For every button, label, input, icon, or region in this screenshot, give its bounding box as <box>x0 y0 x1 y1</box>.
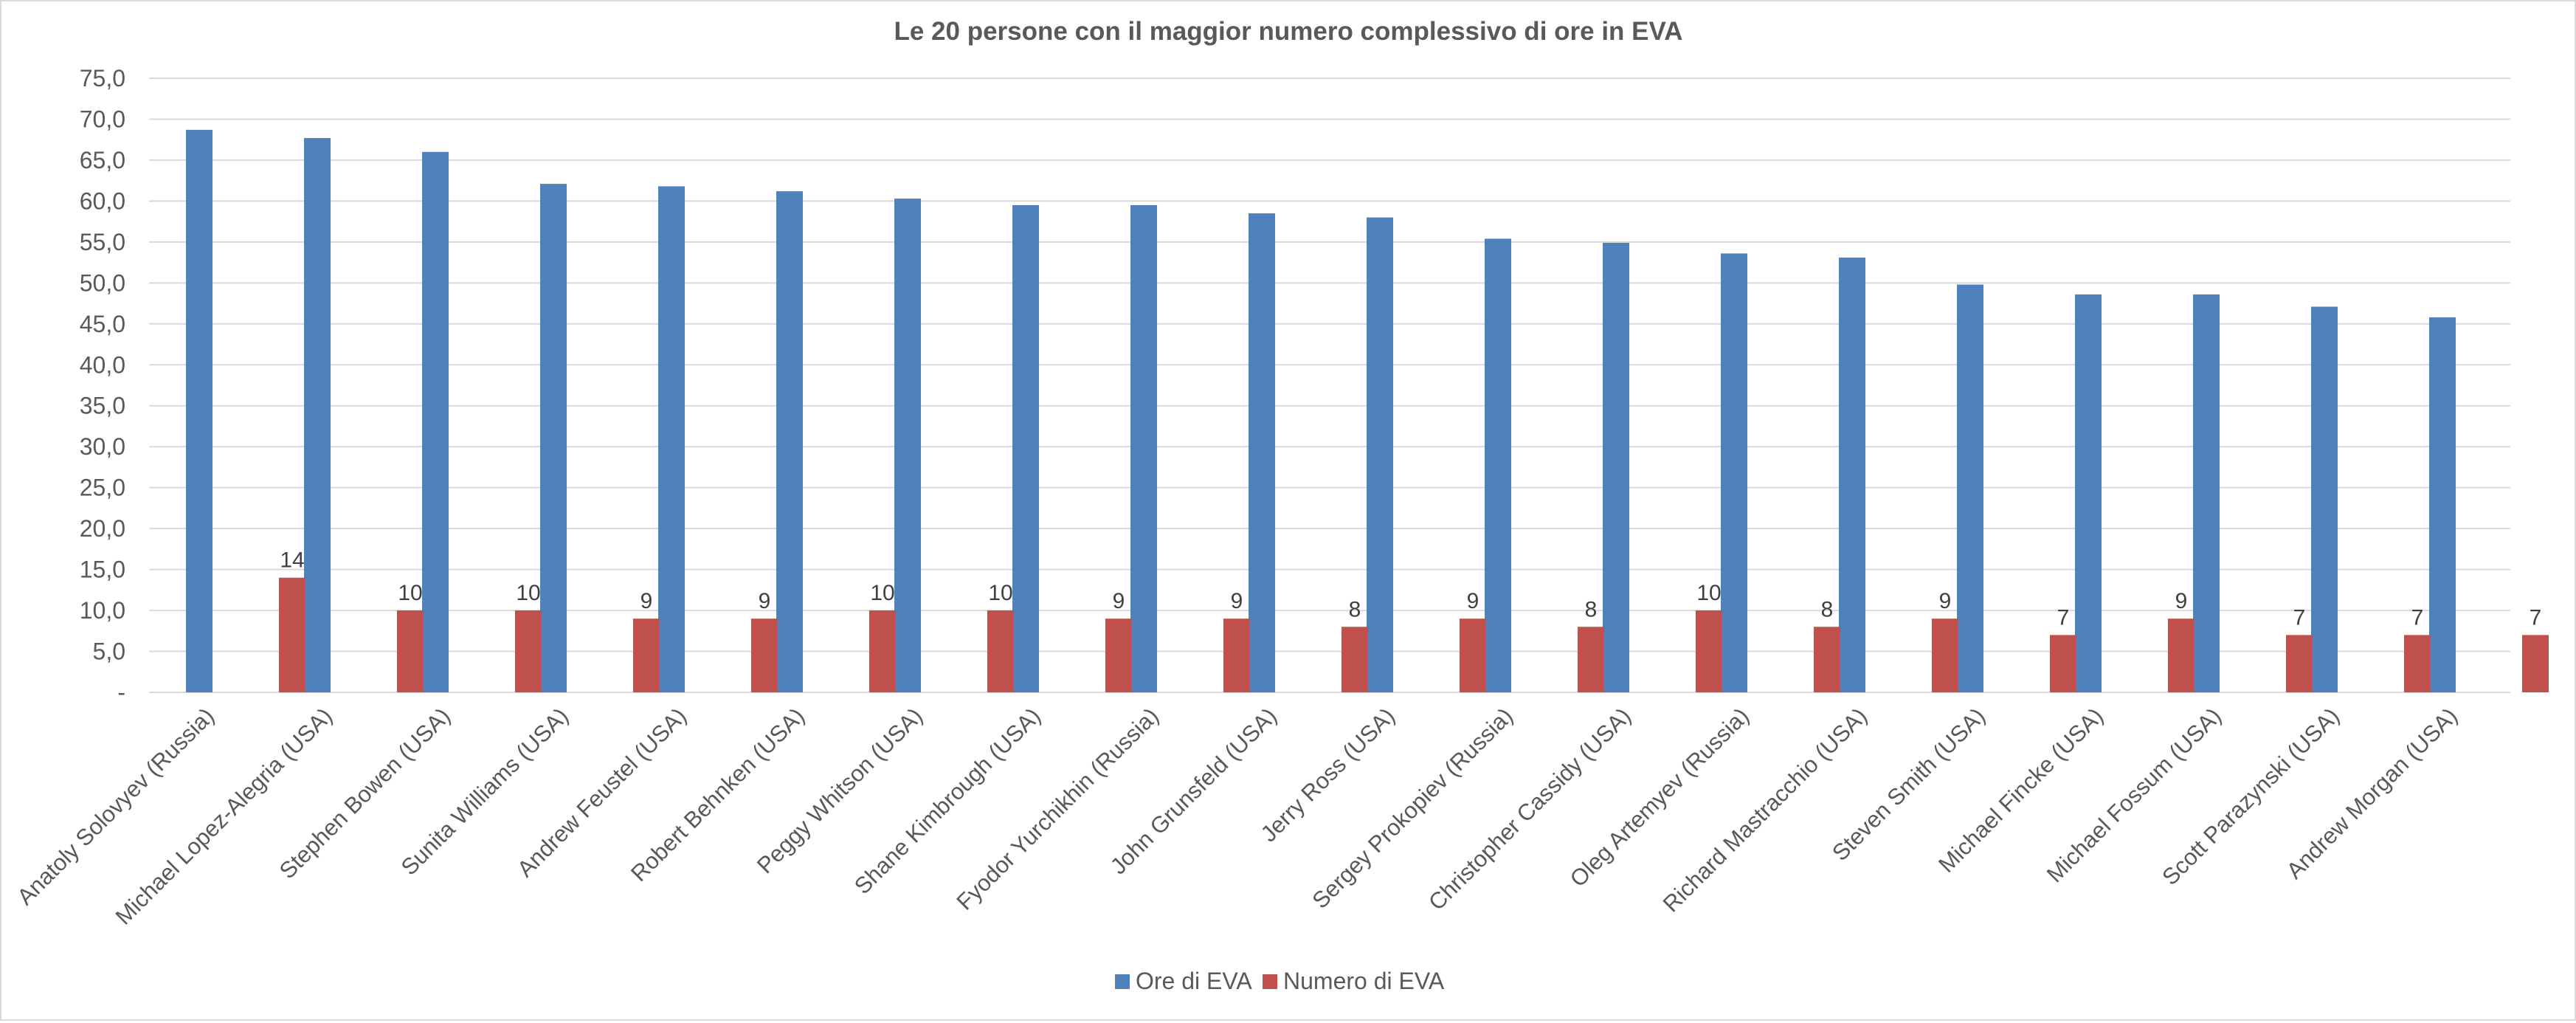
data-label: 9 <box>640 589 653 613</box>
data-label: 7 <box>2411 605 2424 630</box>
bar-ore-di-eva <box>422 151 449 693</box>
bar-ore-di-eva <box>1485 238 1511 692</box>
bar-numero-di-eva <box>2286 635 2313 692</box>
data-label: 10 <box>988 581 1012 605</box>
gridlines <box>149 78 2510 693</box>
bar-numero-di-eva <box>1578 627 1604 692</box>
data-label: 7 <box>2057 605 2070 630</box>
y-tick-label: 45,0 <box>80 311 125 337</box>
bar-ore-di-eva <box>2311 306 2338 692</box>
bar-ore-di-eva <box>894 199 921 692</box>
bar-numero-di-eva <box>2168 619 2195 692</box>
bar-ore-di-eva <box>1130 204 1157 692</box>
bar-numero-di-eva <box>1460 619 1486 692</box>
legend: Ore di EVA Numero di EVA <box>1115 968 1445 994</box>
data-label: 9 <box>1113 589 1125 613</box>
bar-ore-di-eva <box>1012 204 1039 692</box>
x-tick-label: Christopher Cassidy (USA) <box>1423 703 1636 915</box>
bar-numero-di-eva <box>633 619 660 692</box>
bar-numero-di-eva <box>2404 635 2431 692</box>
bar-ore-di-eva <box>776 191 803 692</box>
y-tick-label: 75,0 <box>80 65 125 92</box>
y-tick-label: - <box>117 679 125 706</box>
data-label: 10 <box>1696 581 1721 605</box>
bar-numero-di-eva <box>1932 619 1958 692</box>
x-tick-label: Shane Kimbrough (USA) <box>849 703 1046 899</box>
bar-ore-di-eva <box>540 184 567 692</box>
y-tick-label: 40,0 <box>80 351 125 378</box>
x-tick-label: Richard Mastracchio (USA) <box>1658 703 1872 917</box>
data-label: 9 <box>1231 589 1243 613</box>
bar-ore-di-eva <box>1603 242 1629 692</box>
bar-numero-di-eva <box>397 610 424 692</box>
legend-label: Ore di EVA <box>1136 968 1252 994</box>
bar-ore-di-eva <box>2075 294 2102 692</box>
bar-ore-di-eva <box>2429 317 2456 692</box>
data-label: 10 <box>516 581 540 605</box>
bars <box>186 129 2549 693</box>
data-label: 14 <box>280 548 304 573</box>
y-tick-label: 15,0 <box>80 557 125 583</box>
legend-label: Numero di EVA <box>1283 968 1445 994</box>
y-tick-label: 50,0 <box>80 269 125 296</box>
bar-ore-di-eva <box>1367 217 1393 692</box>
data-label: 9 <box>1467 589 1479 613</box>
x-tick-label: Michael Lopez-Alegria (USA) <box>111 703 337 929</box>
chart-title: Le 20 persone con il maggior numero comp… <box>894 17 1682 46</box>
y-tick-label: 5,0 <box>93 638 125 665</box>
bar-numero-di-eva <box>751 619 778 692</box>
bar-numero-di-eva <box>1223 619 1250 692</box>
y-tick-label: 10,0 <box>80 597 125 624</box>
y-tick-label: 70,0 <box>80 106 125 132</box>
legend-swatch <box>1115 974 1130 989</box>
y-axis-tick-labels: - 5,0 10,0 15,0 20,0 25,0 30,0 35,0 40,0 45,0 50,0… <box>80 65 125 706</box>
bar-ore-di-eva <box>1957 284 1983 692</box>
bar-numero-di-eva <box>987 610 1014 692</box>
data-label: 10 <box>870 581 894 605</box>
bar-ore-di-eva <box>1839 257 1865 693</box>
data-label: 9 <box>2175 589 2188 613</box>
bar-numero-di-eva <box>1341 627 1368 692</box>
data-label: 7 <box>2530 605 2542 630</box>
y-tick-label: 60,0 <box>80 187 125 214</box>
x-tick-label: Anatoly Solovyev (Russia) <box>12 703 219 910</box>
data-label: 8 <box>1349 597 1361 621</box>
y-tick-label: 25,0 <box>80 475 125 501</box>
bar-numero-di-eva <box>279 577 305 692</box>
legend-swatch <box>1263 974 1277 989</box>
bar-ore-di-eva <box>186 129 213 692</box>
bar-ore-di-eva <box>658 186 685 692</box>
x-tick-label: Fyodor Yurchikhin (Russia) <box>951 703 1163 914</box>
bar-numero-di-eva <box>1696 610 1722 692</box>
bar-ore-di-eva <box>1721 253 1747 692</box>
y-tick-label: 55,0 <box>80 229 125 255</box>
bar-numero-di-eva <box>2050 635 2076 692</box>
data-label: 8 <box>1821 597 1834 621</box>
y-tick-label: 35,0 <box>80 393 125 419</box>
bar-numero-di-eva <box>869 610 896 692</box>
y-tick-label: 65,0 <box>80 147 125 173</box>
x-axis-tick-labels: Anatoly Solovyev (Russia)Michael Lopez-A… <box>12 703 2462 929</box>
data-label: 8 <box>1585 597 1598 621</box>
x-tick-label: Sergey Prokopiev (Russia) <box>1307 703 1517 913</box>
data-label: 9 <box>1939 589 1952 613</box>
data-label: 10 <box>398 581 422 605</box>
data-label: 9 <box>759 589 771 613</box>
data-labels: 14 10 10 9 9 10 10 9 9 8 9 8 10 8 9 7 9 7 7 7 <box>280 548 2541 630</box>
y-tick-label: 30,0 <box>80 433 125 460</box>
bar-numero-di-eva <box>515 610 542 692</box>
data-label: 7 <box>2293 605 2306 630</box>
bar-ore-di-eva <box>1249 213 1275 692</box>
y-tick-label: 20,0 <box>80 515 125 542</box>
bar-numero-di-eva <box>1105 619 1132 692</box>
bar-ore-di-eva <box>2193 294 2220 692</box>
bar-numero-di-eva <box>1814 627 1840 692</box>
bar-numero-di-eva <box>2522 635 2549 692</box>
bar-ore-di-eva <box>304 137 331 693</box>
